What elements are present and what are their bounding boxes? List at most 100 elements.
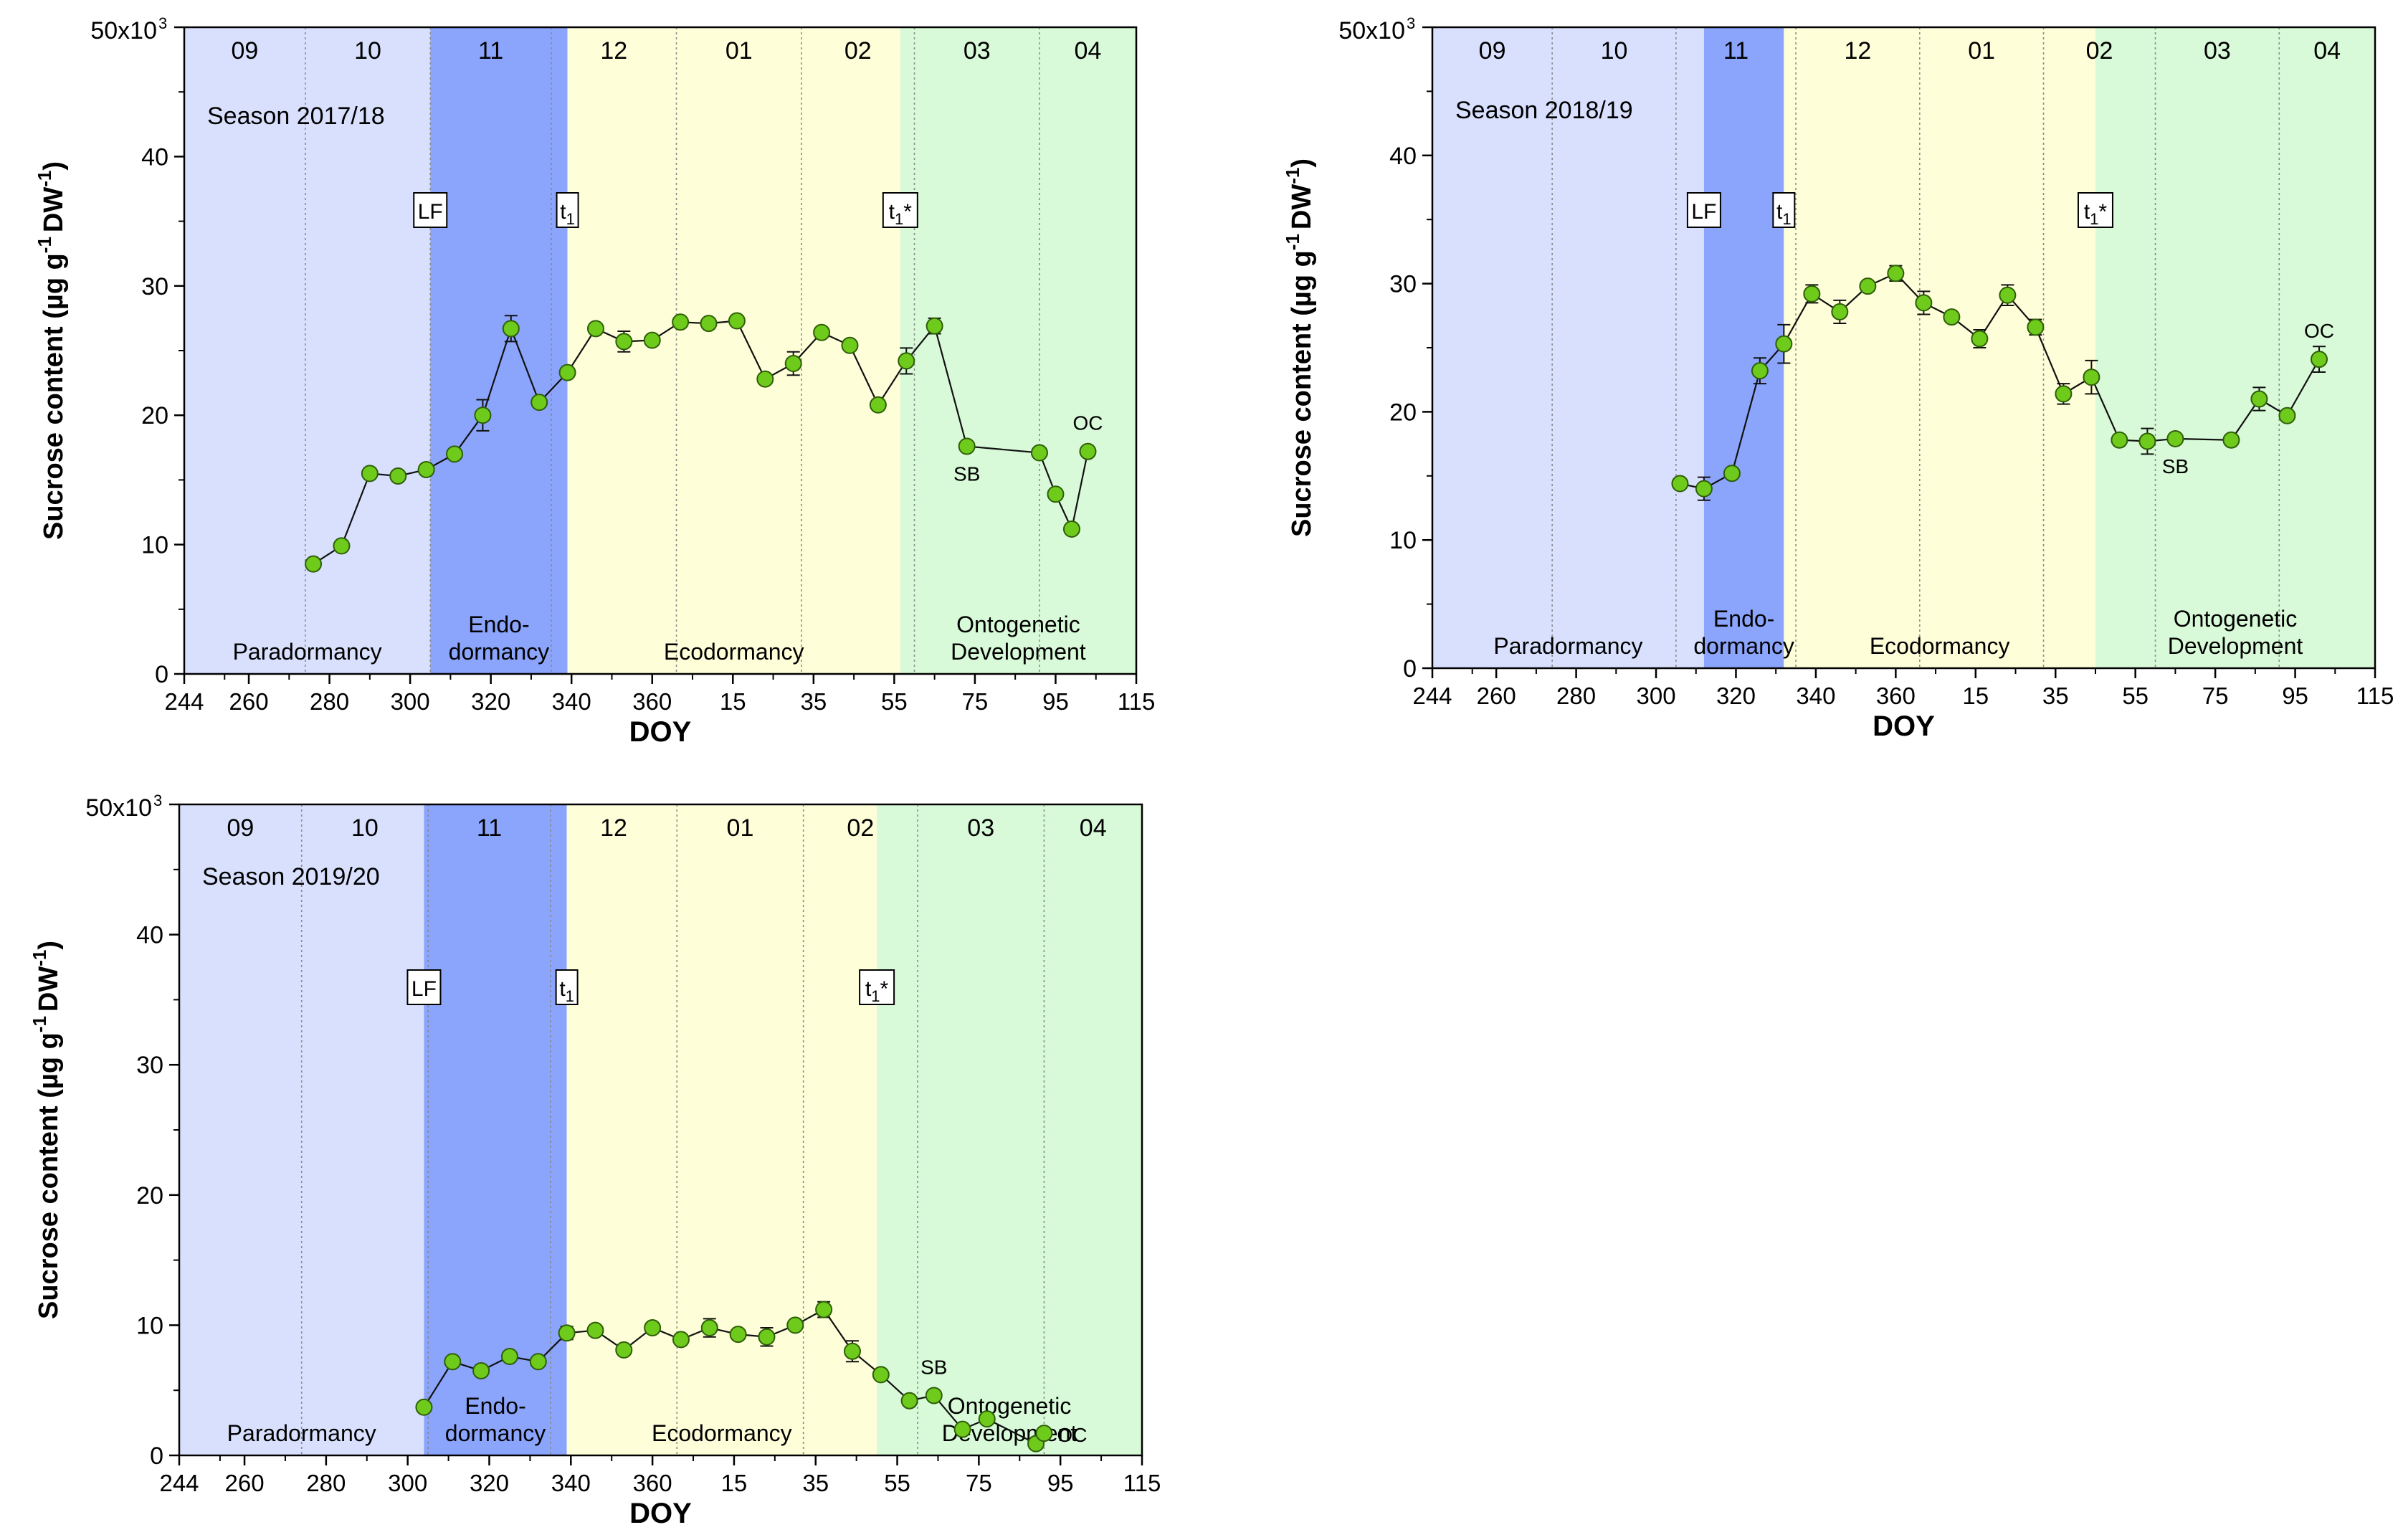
month-label: 01 xyxy=(727,814,754,842)
data-point xyxy=(586,320,604,338)
phase-band xyxy=(566,804,877,1455)
point-annotation: OC xyxy=(2304,320,2334,342)
marker-box xyxy=(859,969,895,1005)
data-point xyxy=(615,333,633,351)
y-tick-label: 50x10 xyxy=(85,794,152,822)
data-point xyxy=(530,394,548,412)
data-point xyxy=(900,1392,918,1410)
data-point xyxy=(1030,444,1048,462)
x-tick-label: 115 xyxy=(2356,683,2394,709)
x-tick-label: 55 xyxy=(884,1470,910,1496)
marker-label: LF xyxy=(411,977,437,1001)
marker-box xyxy=(1686,192,1721,228)
x-tick-label: 340 xyxy=(551,1470,591,1496)
month-label: 04 xyxy=(1075,37,1102,65)
data-point xyxy=(333,537,351,555)
data-point xyxy=(728,312,746,330)
season-title: Season 2019/20 xyxy=(202,863,380,890)
x-tick-label: 280 xyxy=(310,688,349,715)
month-label: 10 xyxy=(351,814,379,842)
x-tick-label: 320 xyxy=(470,1470,509,1496)
data-point xyxy=(472,1361,490,1379)
data-point xyxy=(1859,277,1877,295)
month-label: 10 xyxy=(354,37,381,65)
y-tick-label: 40 xyxy=(1389,143,1417,170)
x-tick-label: 55 xyxy=(2122,683,2149,709)
phase-band xyxy=(1432,27,1704,668)
y-axis-title-text: ) xyxy=(34,941,64,950)
data-point xyxy=(700,315,718,333)
data-point xyxy=(444,1353,462,1371)
y-axis-title-sup: -1 xyxy=(34,237,55,253)
x-axis-title: DOY xyxy=(629,1498,692,1529)
y-tick-label: 30 xyxy=(1389,271,1417,298)
x-tick-label: 35 xyxy=(800,688,827,715)
phase-band xyxy=(877,804,1142,1455)
data-point xyxy=(502,320,520,338)
marker-label-base: t xyxy=(2084,200,2090,224)
month-label: 02 xyxy=(2086,37,2113,65)
month-label: 09 xyxy=(227,814,254,842)
data-point xyxy=(758,1328,776,1346)
y-tick-label: 20 xyxy=(141,402,168,429)
x-tick-label: 320 xyxy=(1716,683,1756,709)
x-tick-label: 95 xyxy=(1047,1470,1074,1496)
data-point xyxy=(953,1420,971,1438)
data-point xyxy=(1671,475,1689,493)
marker-label-sub: 1 xyxy=(895,210,903,228)
marker-label-base: t xyxy=(560,200,566,224)
phase-label: Ecodormancy xyxy=(664,639,804,665)
month-label: 04 xyxy=(2313,37,2341,65)
month-label: 11 xyxy=(477,814,502,842)
marker-box xyxy=(2077,192,2113,228)
y-axis-title-text: ) xyxy=(39,161,69,171)
data-point xyxy=(558,1324,576,1342)
data-point xyxy=(672,1331,690,1349)
y-tick-label: 50x10 xyxy=(90,17,157,44)
month-label: 04 xyxy=(1080,814,1107,842)
data-point xyxy=(672,313,690,331)
y-axis-title-text: DW xyxy=(39,187,69,232)
data-point xyxy=(926,317,943,335)
y-tick-exponent: 3 xyxy=(153,792,162,809)
x-tick-label: 35 xyxy=(2042,683,2069,709)
data-point xyxy=(1062,520,1080,538)
data-point xyxy=(2083,369,2100,386)
x-tick-label: 260 xyxy=(225,1470,265,1496)
data-point xyxy=(615,1341,633,1359)
month-label: 03 xyxy=(964,37,991,65)
data-point xyxy=(978,1410,996,1428)
data-point xyxy=(2250,390,2268,408)
x-tick-label: 260 xyxy=(229,688,269,715)
marker-box xyxy=(413,192,448,228)
data-point xyxy=(1971,330,1989,348)
phase-label: dormancy xyxy=(445,1420,546,1446)
x-tick-label: 360 xyxy=(633,1470,672,1496)
y-axis-title-text: ) xyxy=(1287,158,1317,168)
marker-label-sub: 1 xyxy=(566,987,574,1005)
x-tick-label: 75 xyxy=(2202,683,2229,709)
marker-box xyxy=(882,192,918,228)
y-tick-label: 30 xyxy=(136,1052,163,1079)
x-tick-label: 15 xyxy=(1962,683,1989,709)
data-point xyxy=(2278,407,2296,424)
marker-label: t1* xyxy=(889,200,913,228)
phase-label: Ontogenetic xyxy=(948,1393,1072,1419)
phase-label: dormancy xyxy=(1693,633,1794,659)
phase-label: Ontogenetic xyxy=(2174,606,2298,632)
x-tick-label: 300 xyxy=(388,1470,427,1496)
phase-band xyxy=(430,27,568,674)
marker-label: t1* xyxy=(865,977,889,1005)
phase-band xyxy=(2095,27,2375,668)
marker-label-star: * xyxy=(880,977,889,1001)
y-tick-label: 0 xyxy=(150,1442,163,1470)
data-point xyxy=(869,396,887,414)
marker-label: LF xyxy=(418,200,443,224)
data-point xyxy=(756,370,774,388)
phase-label: Paradormancy xyxy=(233,639,382,665)
data-point xyxy=(644,1319,662,1337)
x-axis-title: DOY xyxy=(1873,710,1935,742)
